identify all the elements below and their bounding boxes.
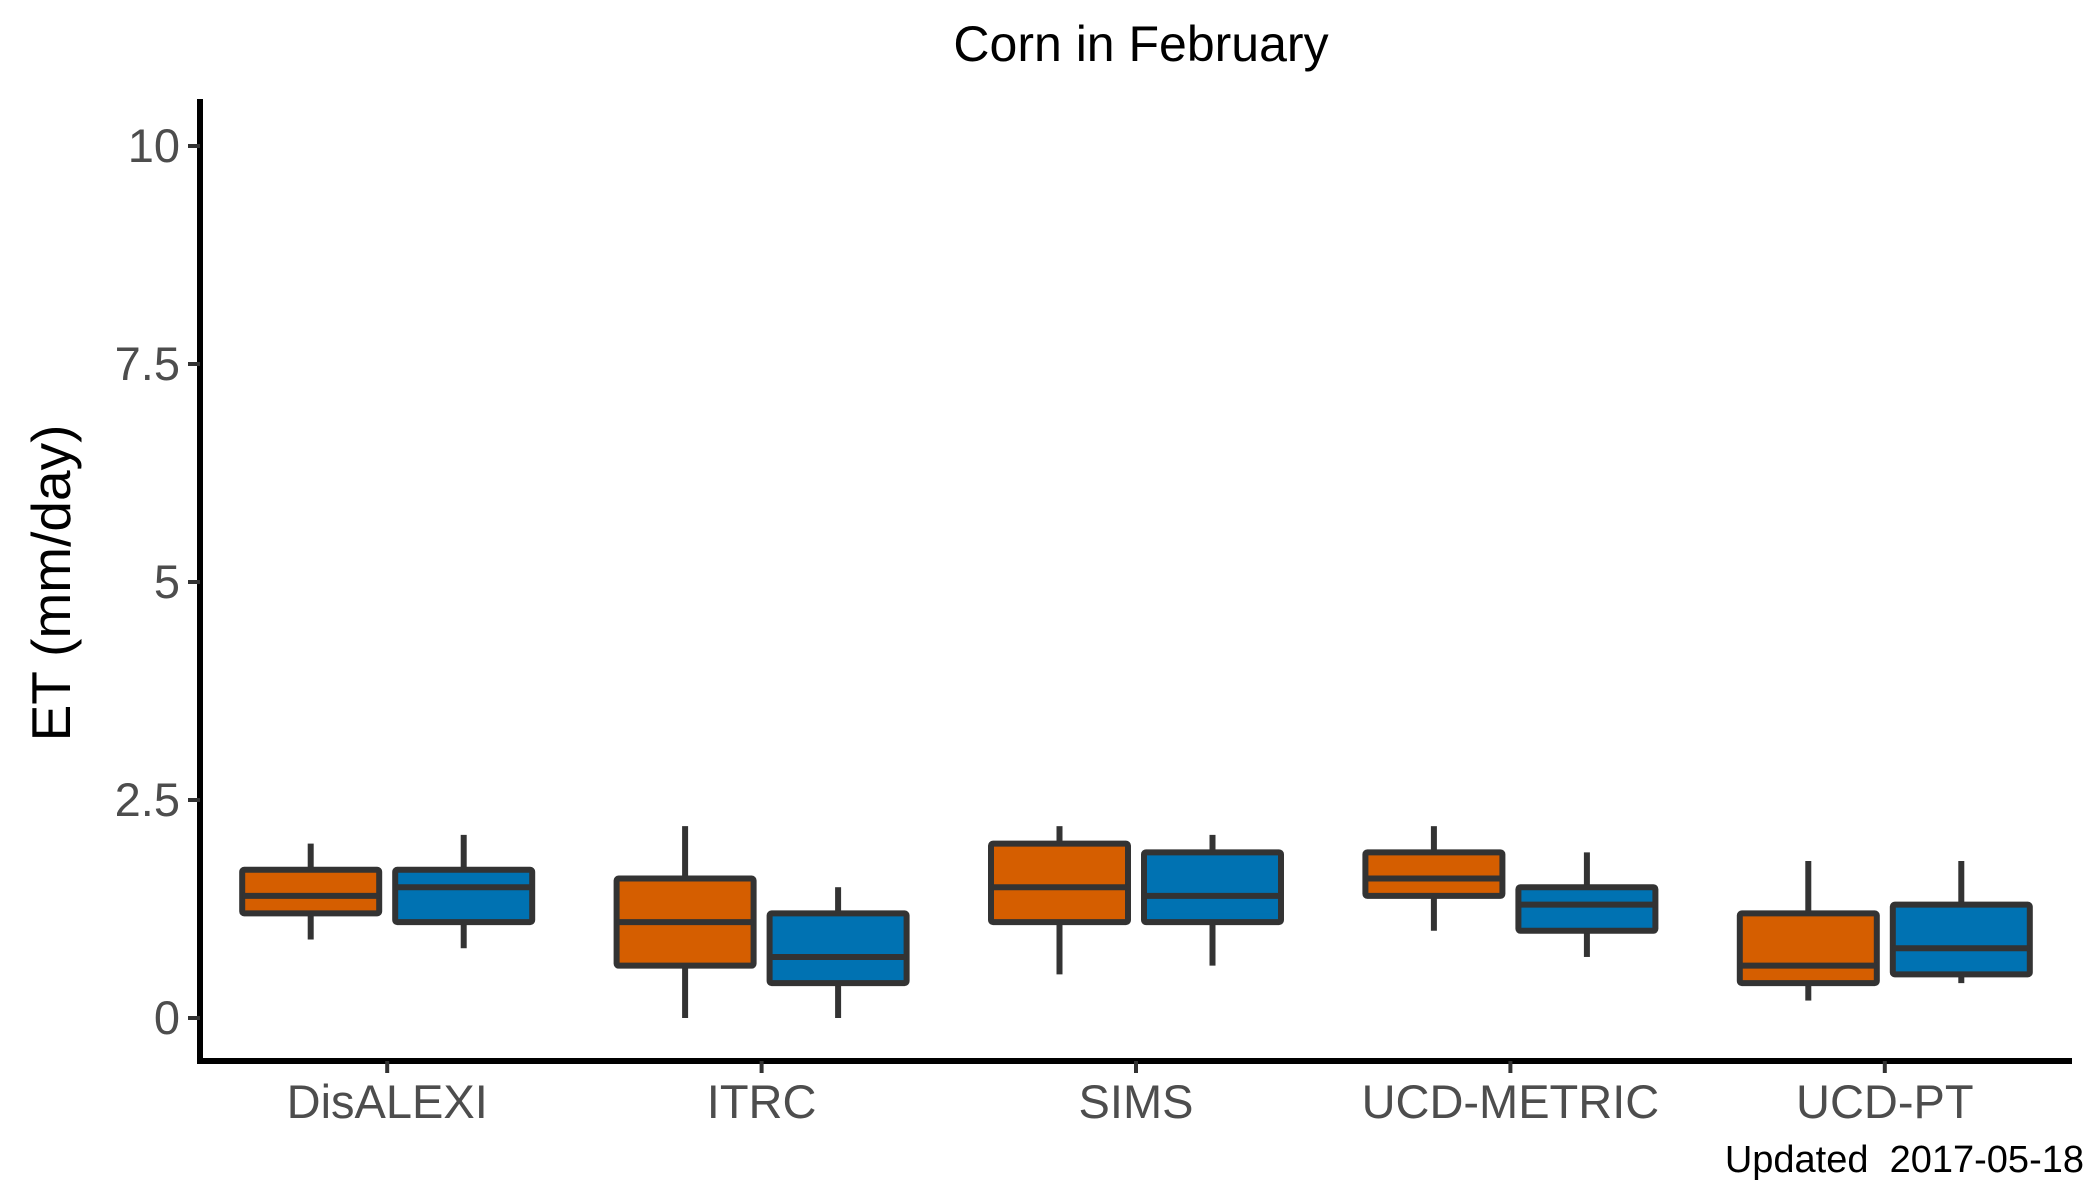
y-tick-label: 5 (154, 555, 180, 608)
box-body (392, 866, 536, 926)
box-body (1889, 901, 2033, 978)
x-axis-ticks: DisALEXI ITRC SIMS UCD-METRIC UCD-PT (287, 1061, 1974, 1128)
box-body (1141, 849, 1284, 926)
box-itrc-1 (613, 826, 757, 1018)
chart-title: Corn in February (953, 16, 1328, 72)
y-tick-label: 2.5 (115, 773, 180, 826)
box-ucd-pt-1 (1736, 861, 1880, 1001)
x-tick-label: UCD-METRIC (1362, 1075, 1660, 1128)
box-body (988, 840, 1131, 926)
box-body (1362, 849, 1506, 899)
y-tick-label: 7.5 (115, 337, 180, 390)
box-body (1515, 884, 1659, 934)
x-tick-label: SIMS (1079, 1075, 1194, 1128)
x-tick-label: ITRC (707, 1075, 817, 1128)
box-body (239, 866, 383, 917)
x-tick-label: DisALEXI (287, 1075, 488, 1128)
box-itrc-2 (766, 887, 910, 1018)
updated-caption: Updated 2017-05-18 (1725, 1139, 2084, 1181)
box-ucd-pt-2 (1889, 861, 2033, 984)
box-body (1736, 910, 1880, 987)
y-axis-ticks: 0 2.5 5 7.5 10 (115, 119, 200, 1044)
box-sims-2 (1141, 834, 1284, 966)
y-tick-label: 0 (154, 991, 180, 1044)
box-ucd-metric-1 (1362, 826, 1506, 931)
y-tick-label: 10 (128, 119, 180, 172)
box-body (766, 910, 910, 987)
box-disalexi-2 (392, 834, 536, 949)
plot-area (239, 826, 2033, 1018)
y-axis-label: ET (mm/day) (20, 425, 82, 742)
x-tick-label: UCD-PT (1796, 1075, 1974, 1128)
box-sims-1 (988, 826, 1131, 975)
box-disalexi-1 (239, 843, 383, 940)
box-ucd-metric-2 (1515, 852, 1659, 957)
